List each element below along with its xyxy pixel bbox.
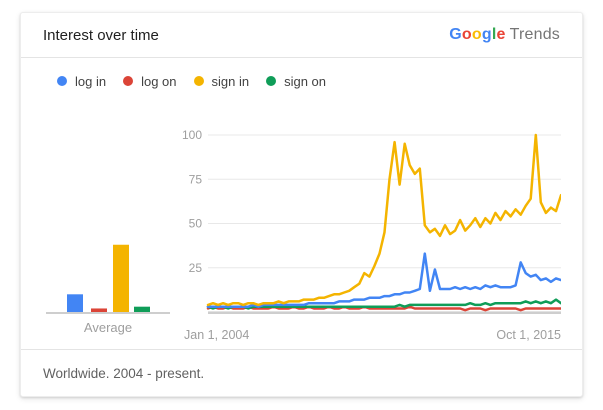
average-bar-log-in	[67, 294, 83, 312]
google-wordmark: Google	[449, 26, 505, 43]
trends-wordmark: Trends	[509, 26, 560, 43]
y-axis-tick-25: 25	[189, 261, 203, 275]
page-title: Interest over time	[43, 26, 159, 44]
legend-dot	[123, 76, 134, 86]
legend-label: sign on	[284, 73, 326, 89]
x-axis-label-end: Oct 1, 2015	[496, 328, 561, 342]
legend-item-log-on: log on	[123, 73, 177, 89]
y-axis-tick-75: 75	[189, 172, 203, 186]
legend-label: log on	[141, 73, 177, 89]
average-bar-chart[interactable]: Average	[46, 124, 170, 338]
average-bar-sign-on	[134, 306, 150, 312]
y-axis-tick-50: 50	[189, 217, 203, 231]
line-chart-block: 25 50 75 100 Jan 1, 2004 Oct 1, 2015	[176, 124, 563, 342]
legend-dot	[57, 76, 67, 86]
legend-dot	[266, 76, 277, 86]
x-axis-label-start: Jan 1, 2004	[184, 328, 250, 342]
series-line-sign-on	[206, 298, 563, 310]
line-chart[interactable]: 25 50 75 100	[176, 124, 563, 320]
legend-item-log-in: log in	[57, 74, 106, 89]
trends-widget-card: Interest over time Google Trends log in lo…	[20, 12, 583, 397]
legend-label: log in	[75, 73, 107, 89]
series-line-log-in	[206, 252, 563, 308]
logo-letter: e	[496, 26, 506, 43]
series-line-sign-in	[206, 133, 563, 307]
logo-letter: G	[449, 26, 462, 43]
series-line-log-on	[206, 305, 563, 312]
google-trends-logo[interactable]: Google Trends	[449, 26, 560, 44]
widget-footer: Worldwide. 2004 - present.	[21, 349, 582, 396]
average-bar-sign-in	[113, 244, 129, 312]
chart-area: Average 25 50 75 100 Jan 1, 2004 Oct 1, 201…	[21, 124, 582, 342]
chart-legend: log in log on sign in sign on	[21, 58, 582, 90]
widget-header: Interest over time Google Trends	[21, 13, 582, 58]
average-bar-log-on	[91, 308, 107, 312]
footer-text: Worldwide. 2004 - present.	[43, 365, 205, 381]
legend-item-sign-on: sign on	[266, 74, 326, 89]
logo-letter: o	[461, 26, 472, 43]
logo-letter: l	[491, 26, 497, 43]
x-axis-labels: Jan 1, 2004 Oct 1, 2015	[184, 328, 561, 342]
legend-item-sign-in: sign in	[193, 73, 250, 89]
legend-dot	[193, 76, 204, 86]
legend-label: sign in	[211, 73, 250, 89]
average-label: Average	[84, 320, 132, 335]
logo-letter: o	[471, 26, 482, 43]
y-axis-tick-100: 100	[182, 128, 202, 142]
logo-letter: g	[481, 26, 492, 43]
